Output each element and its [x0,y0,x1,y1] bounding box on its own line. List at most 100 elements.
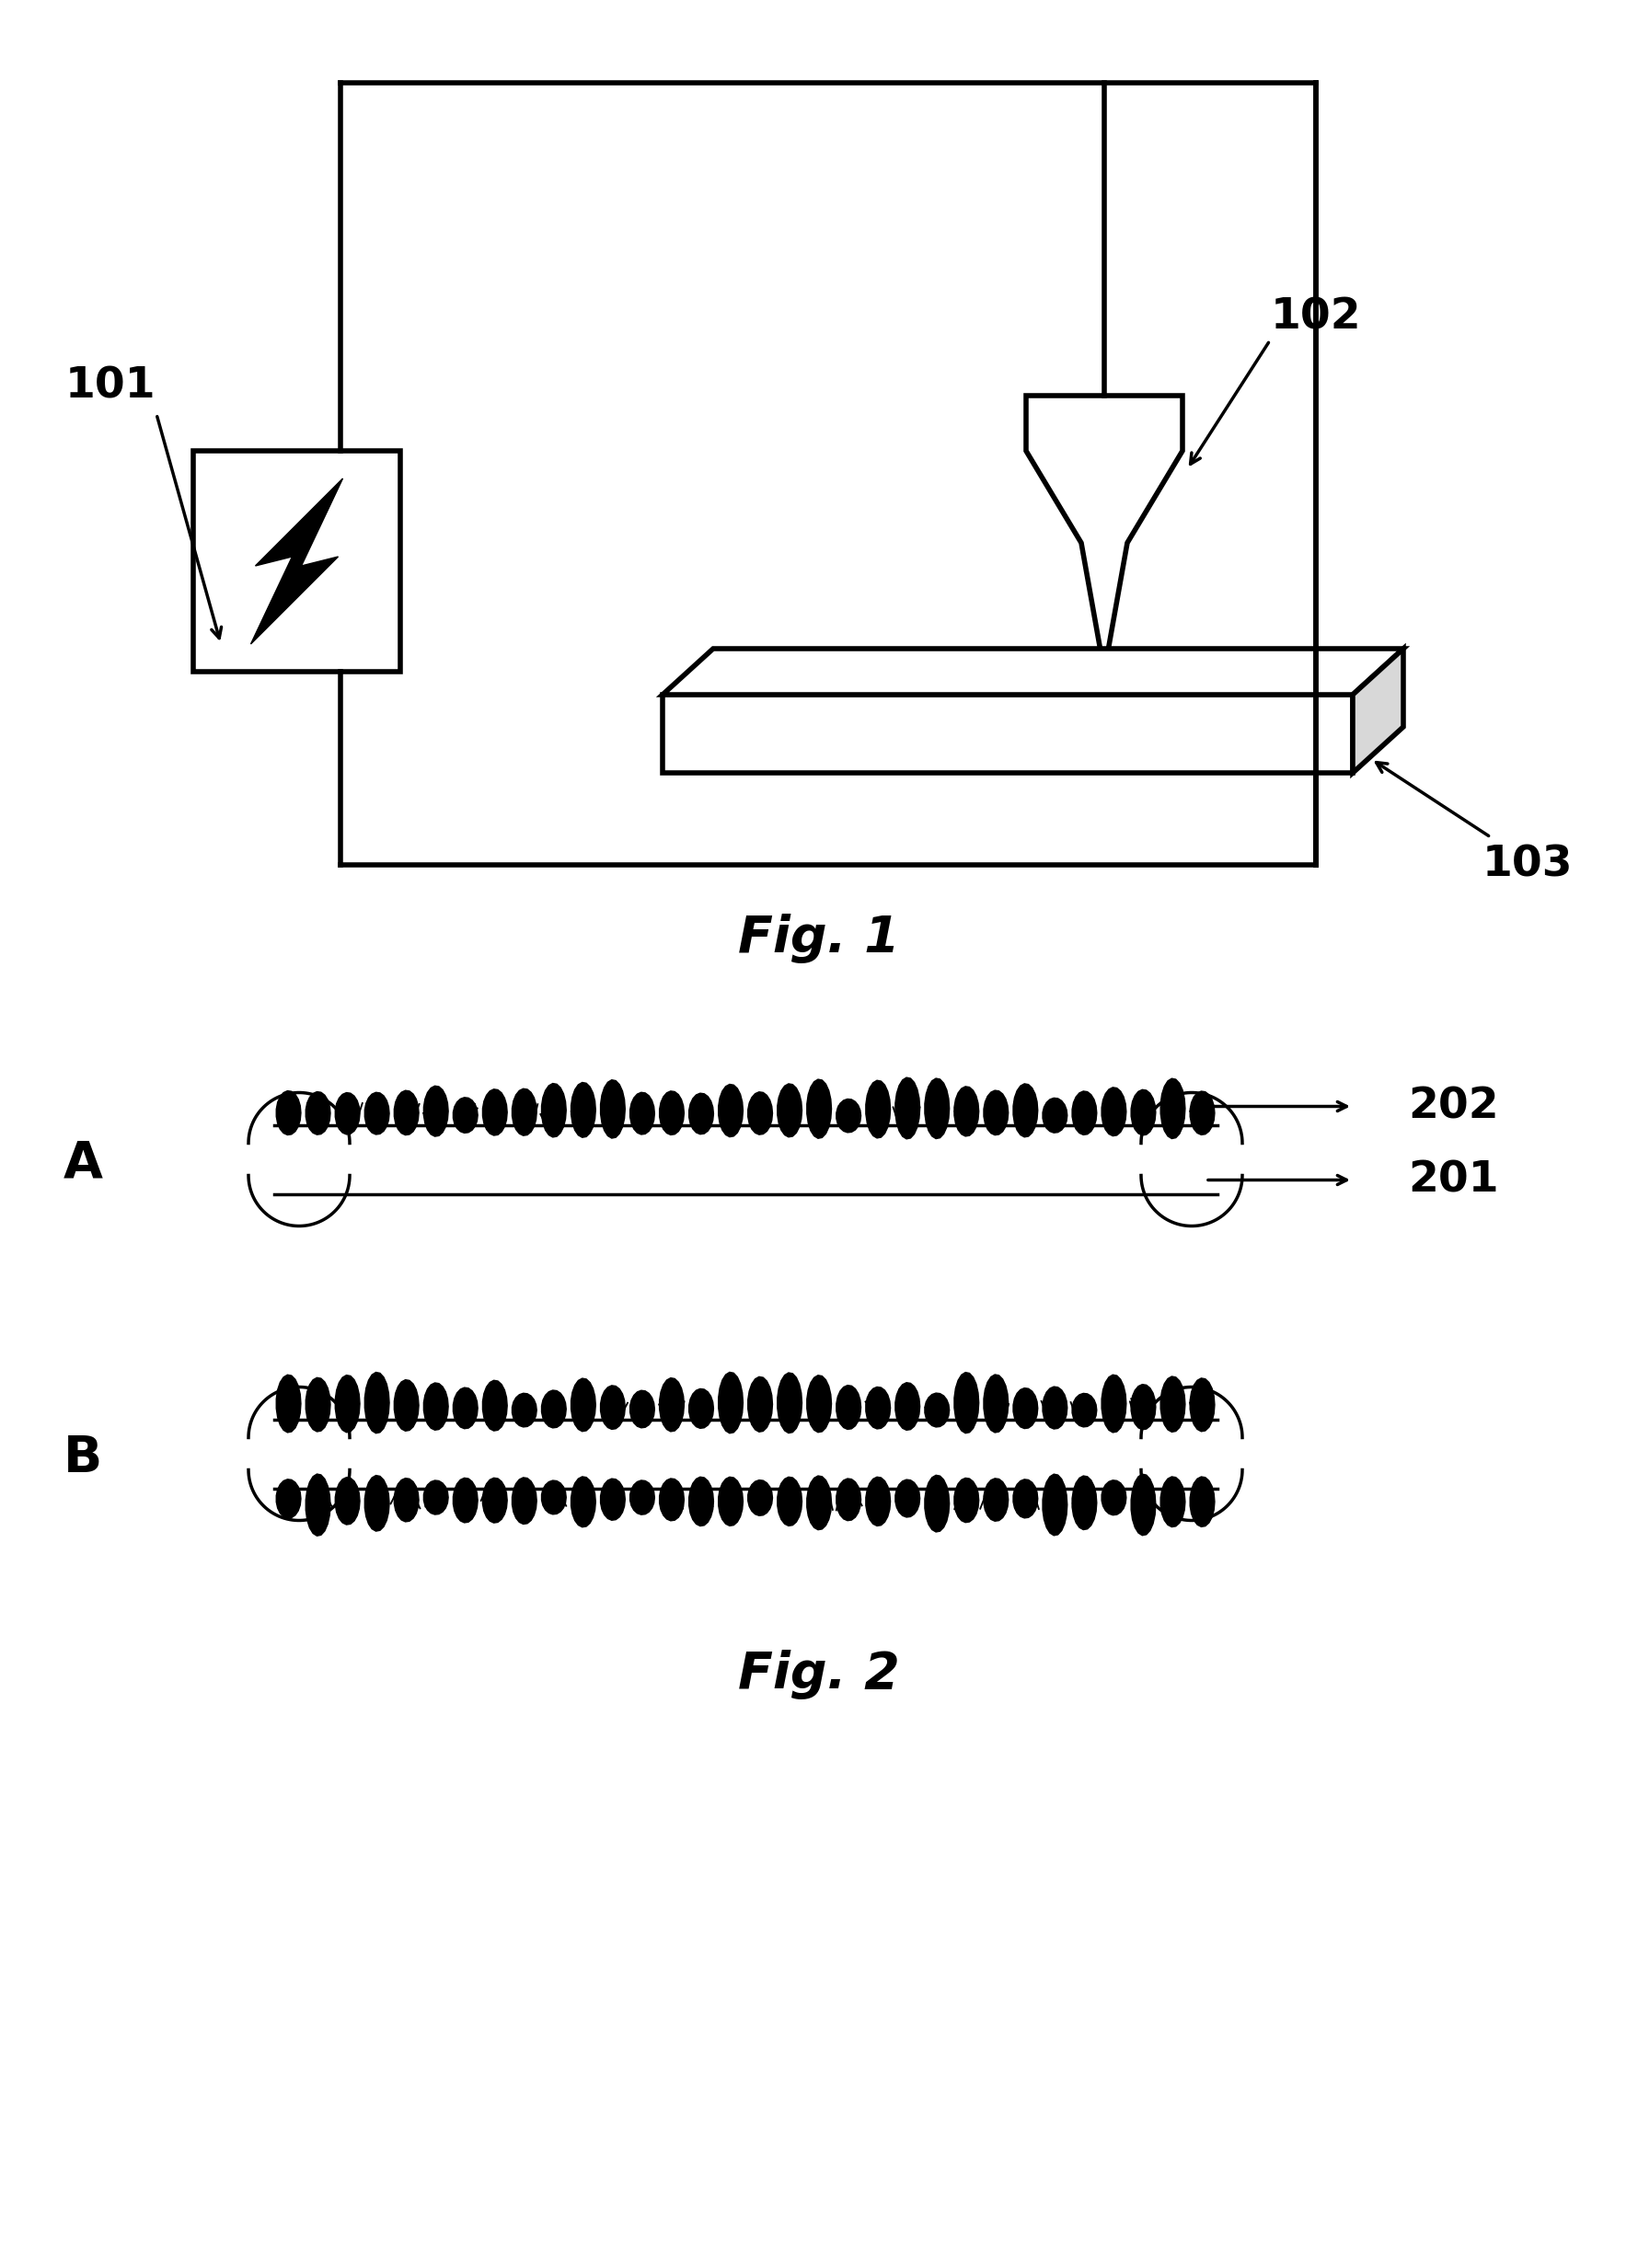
Polygon shape [1025,395,1183,671]
Polygon shape [1132,1383,1156,1429]
Polygon shape [837,1479,862,1520]
Polygon shape [1161,1377,1186,1431]
Polygon shape [984,1479,1009,1522]
Polygon shape [424,1086,449,1136]
Polygon shape [336,1093,360,1134]
Polygon shape [1014,1084,1038,1136]
Polygon shape [660,1091,685,1134]
Polygon shape [662,694,1353,773]
Polygon shape [808,1374,832,1433]
Polygon shape [690,1388,714,1429]
Polygon shape [631,1390,655,1429]
Polygon shape [601,1479,626,1520]
Polygon shape [513,1393,537,1427]
Polygon shape [483,1381,508,1431]
Polygon shape [719,1084,744,1136]
Polygon shape [601,1386,626,1429]
Polygon shape [867,1476,891,1526]
Polygon shape [454,1388,478,1429]
Polygon shape [778,1084,803,1136]
Text: 101: 101 [66,365,156,408]
Polygon shape [395,1091,419,1134]
Polygon shape [1102,1481,1127,1515]
Polygon shape [572,1476,596,1526]
Polygon shape [1132,1474,1156,1535]
Polygon shape [572,1379,596,1431]
Polygon shape [690,1476,714,1526]
Polygon shape [719,1476,744,1526]
Polygon shape [542,1084,567,1136]
Polygon shape [749,1377,773,1431]
Polygon shape [336,1374,360,1433]
Polygon shape [542,1390,567,1429]
Text: 103: 103 [1482,844,1572,885]
Polygon shape [808,1476,832,1531]
Polygon shape [424,1383,449,1431]
Polygon shape [306,1377,331,1431]
Text: 102: 102 [1271,297,1361,338]
Polygon shape [1043,1474,1068,1535]
Polygon shape [1014,1479,1038,1517]
Text: 201: 201 [1409,1159,1499,1200]
Polygon shape [1043,1386,1068,1429]
Polygon shape [749,1091,773,1134]
Polygon shape [365,1093,390,1134]
Polygon shape [778,1476,803,1526]
Polygon shape [513,1089,537,1136]
Polygon shape [896,1077,921,1139]
Polygon shape [749,1481,773,1515]
Polygon shape [925,1077,950,1139]
Polygon shape [1353,649,1404,773]
Polygon shape [306,1091,331,1134]
Polygon shape [1191,1476,1215,1526]
Polygon shape [1191,1091,1215,1134]
Polygon shape [660,1479,685,1522]
Text: Fig. 1: Fig. 1 [739,914,899,964]
Polygon shape [277,1479,301,1517]
Polygon shape [837,1100,862,1132]
Polygon shape [778,1372,803,1433]
Polygon shape [542,1481,567,1515]
Polygon shape [719,1372,744,1433]
Polygon shape [277,1091,301,1134]
Polygon shape [483,1479,508,1522]
Polygon shape [984,1091,1009,1134]
Polygon shape [365,1372,390,1433]
Polygon shape [513,1476,537,1524]
Polygon shape [1073,1393,1097,1427]
Polygon shape [395,1479,419,1522]
Polygon shape [306,1474,331,1535]
Polygon shape [867,1388,891,1429]
Text: B: B [64,1433,102,1483]
Polygon shape [454,1479,478,1522]
Polygon shape [572,1082,596,1139]
Polygon shape [896,1383,921,1431]
Polygon shape [483,1089,508,1136]
Polygon shape [336,1476,360,1524]
Polygon shape [365,1476,390,1531]
Polygon shape [925,1474,950,1531]
Polygon shape [984,1374,1009,1433]
Polygon shape [1161,1080,1186,1139]
Polygon shape [925,1393,950,1427]
Polygon shape [395,1379,419,1431]
Polygon shape [1043,1098,1068,1132]
Polygon shape [867,1080,891,1139]
Polygon shape [1161,1476,1186,1526]
Polygon shape [251,479,342,644]
Polygon shape [662,649,1404,694]
Polygon shape [277,1374,301,1433]
Polygon shape [837,1386,862,1429]
Polygon shape [631,1093,655,1134]
Polygon shape [955,1479,980,1522]
Polygon shape [808,1080,832,1139]
Polygon shape [896,1479,921,1517]
Polygon shape [424,1481,449,1515]
Polygon shape [1132,1089,1156,1136]
Polygon shape [955,1086,980,1136]
Polygon shape [1102,1374,1127,1433]
Polygon shape [601,1080,626,1139]
Text: A: A [62,1139,103,1188]
Polygon shape [690,1093,714,1134]
Polygon shape [1014,1388,1038,1429]
